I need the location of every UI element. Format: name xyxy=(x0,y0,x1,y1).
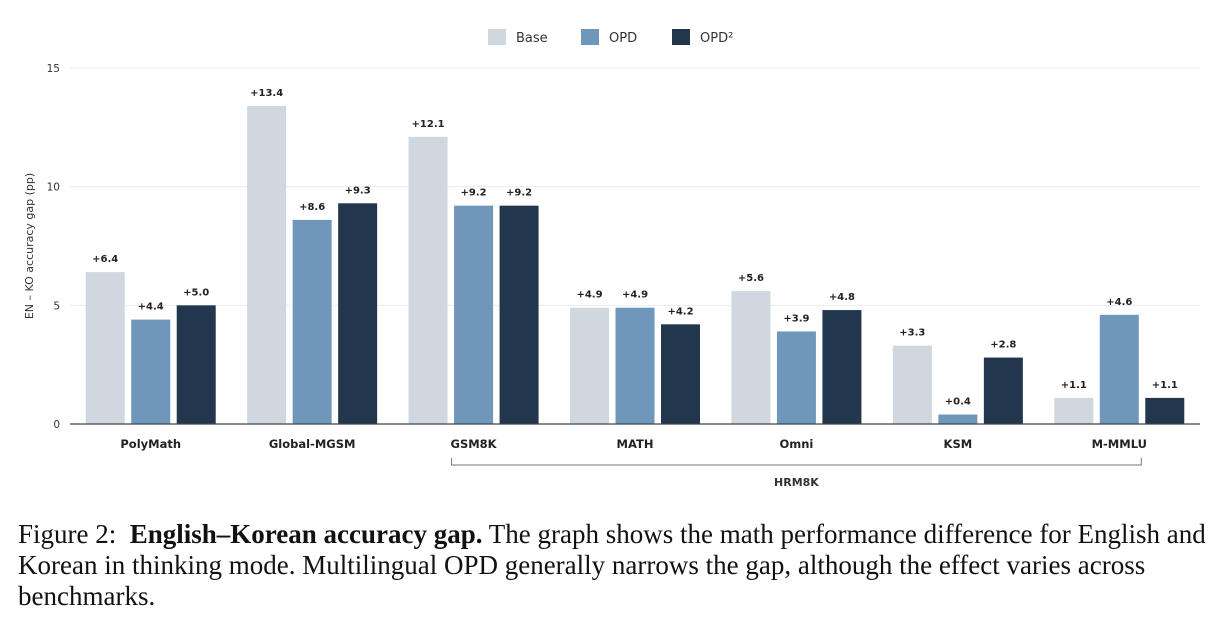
bar-global-mgsm-base xyxy=(247,105,287,425)
legend-swatch xyxy=(672,29,690,45)
data-label: +6.4 xyxy=(92,254,118,265)
data-label: +1.1 xyxy=(1152,380,1178,391)
x-tick-label: Omni xyxy=(779,437,813,451)
bracket-label: HRM8K xyxy=(774,476,819,489)
bar-labels: +6.4 +4.4 +5.0 +13.4 +8.6 +9.3 +12.1 +9.2 +9.2 +4… xyxy=(92,88,1178,408)
data-label: +4.8 xyxy=(829,292,855,303)
x-tick-label: MATH xyxy=(617,437,654,451)
data-label: +5.6 xyxy=(738,273,764,284)
legend-label: OPD² xyxy=(700,31,733,46)
data-label: +4.9 xyxy=(622,290,648,301)
data-label: +9.2 xyxy=(506,188,532,199)
x-tick-label: Global-MGSM xyxy=(269,437,356,451)
legend-swatch xyxy=(581,29,599,45)
bar-gsm8k-base xyxy=(408,136,448,424)
data-label: +12.1 xyxy=(412,119,445,130)
bars xyxy=(85,105,1185,425)
y-tick-label: 15 xyxy=(47,63,60,75)
data-label: +3.3 xyxy=(899,328,925,339)
bar-math-opd xyxy=(615,307,655,424)
y-tick-label: 5 xyxy=(53,300,60,312)
legend: Base OPD OPD² xyxy=(488,29,733,46)
data-label: +13.4 xyxy=(250,88,283,99)
y-tick-label: 0 xyxy=(53,419,60,431)
data-label: +8.6 xyxy=(299,202,325,213)
data-label: +5.0 xyxy=(183,287,209,298)
data-label: +3.9 xyxy=(783,313,809,324)
bar-ksm-base xyxy=(892,345,932,424)
caption-title: English–Korean accuracy gap. xyxy=(129,519,483,549)
x-tick-label: M-MMLU xyxy=(1092,437,1147,451)
y-tick-label: 10 xyxy=(47,182,60,194)
bar-global-mgsm-opd2 xyxy=(338,203,378,424)
data-label: +4.2 xyxy=(667,306,693,317)
x-axis: PolyMath Global-MGSM GSM8K MATH Omni KSM M-MML… xyxy=(70,423,1200,451)
legend-swatch xyxy=(488,29,506,45)
bracket-line xyxy=(451,458,1142,466)
bar-omni-opd2 xyxy=(822,310,862,424)
bar-ksm-opd2 xyxy=(983,357,1023,424)
bar-math-opd2 xyxy=(661,324,700,424)
data-label: +9.2 xyxy=(461,188,487,199)
group-bracket: HRM8K xyxy=(451,458,1142,489)
bar-math-base xyxy=(570,307,609,424)
bar-ksm-opd xyxy=(938,414,978,424)
bar-polymath-opd xyxy=(131,319,171,424)
data-label: +4.9 xyxy=(576,290,602,301)
bar-omni-base xyxy=(731,291,771,424)
x-tick-label: PolyMath xyxy=(120,437,181,451)
figure-caption: Figure 2: English–Korean accuracy gap. T… xyxy=(18,519,1210,612)
data-label: +2.8 xyxy=(990,340,1016,351)
bar-chart: Base OPD OPD² 0 5 10 15 EN – KO accuracy gap … xyxy=(23,29,1200,489)
bar-polymath-opd2 xyxy=(176,305,216,424)
gridlines xyxy=(70,67,1200,306)
data-label: +9.3 xyxy=(345,185,371,196)
bar-global-mgsm-opd xyxy=(292,219,332,424)
legend-label: Base xyxy=(516,31,548,46)
bar-omni-opd xyxy=(776,331,816,424)
x-tick-label: GSM8K xyxy=(451,437,498,451)
bar-gsm8k-opd xyxy=(454,205,494,424)
bar-polymath-base xyxy=(85,272,125,424)
bar-gsm8k-opd2 xyxy=(499,205,539,424)
x-tick-label: KSM xyxy=(944,437,973,451)
data-label: +4.6 xyxy=(1106,297,1132,308)
data-label: +0.4 xyxy=(945,397,971,408)
data-label: +4.4 xyxy=(138,302,164,313)
caption-prefix: Figure 2: xyxy=(18,519,117,549)
data-label: +1.1 xyxy=(1061,380,1087,391)
caption-body: The graph shows the math performance dif… xyxy=(18,519,1206,611)
bar-m-mmlu-opd xyxy=(1099,314,1139,424)
bar-m-mmlu-opd2 xyxy=(1145,397,1185,424)
y-axis-title: EN – KO accuracy gap (pp) xyxy=(23,173,36,319)
legend-label: OPD xyxy=(609,31,637,46)
y-axis: 0 5 10 15 xyxy=(47,63,60,431)
bar-m-mmlu-base xyxy=(1054,397,1094,424)
